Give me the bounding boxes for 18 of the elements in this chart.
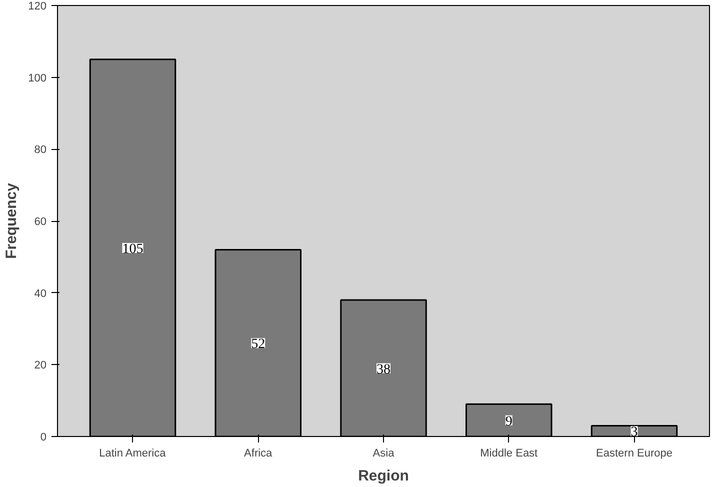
y-tick-label: 100: [28, 72, 47, 84]
y-tick-label: 60: [34, 216, 47, 228]
y-tick-label: 20: [34, 360, 47, 372]
y-tick-label: 0: [40, 432, 47, 444]
x-tick-label: Latin America: [99, 448, 167, 460]
y-tick-label: 40: [34, 288, 47, 300]
x-tick-label: Middle East: [480, 448, 538, 460]
data-label: 9: [505, 414, 512, 430]
data-label: 52: [251, 337, 266, 352]
x-axis-title: Region: [358, 468, 409, 484]
y-axis-title: Frequency: [3, 182, 20, 259]
x-tick-label: Asia: [372, 448, 396, 460]
y-tick-label: 80: [34, 144, 47, 156]
data-label: 105: [122, 242, 144, 257]
data-label: 38: [376, 362, 390, 378]
y-tick-label: 120: [28, 0, 47, 12]
x-tick-label: Africa: [244, 448, 274, 460]
x-tick-label: Eastern Europe: [596, 448, 672, 460]
